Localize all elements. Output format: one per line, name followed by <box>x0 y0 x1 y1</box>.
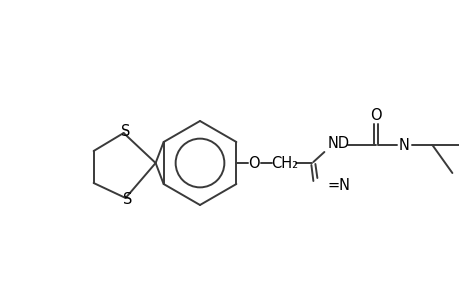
Text: ND: ND <box>327 136 349 152</box>
Text: S: S <box>123 193 132 208</box>
Text: O: O <box>248 155 260 170</box>
Text: CH₂: CH₂ <box>270 155 297 170</box>
Text: N: N <box>398 137 409 152</box>
Text: O: O <box>370 107 381 122</box>
Text: =N: =N <box>327 178 350 194</box>
Text: S: S <box>121 124 130 140</box>
